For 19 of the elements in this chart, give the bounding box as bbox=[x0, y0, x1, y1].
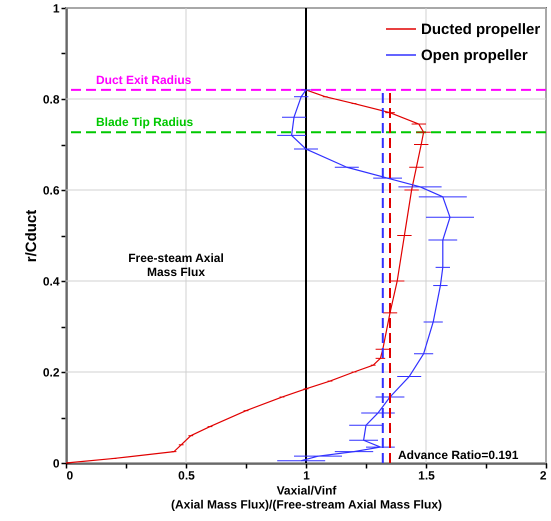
y-tick-label: 1 bbox=[52, 2, 60, 16]
y-tick-label: 0.8 bbox=[42, 92, 60, 106]
y-tick-label: 0.6 bbox=[42, 184, 60, 198]
ref-line-label: Duct Exit Radius bbox=[96, 72, 192, 87]
x-tick-label: 0.5 bbox=[178, 468, 196, 482]
legend-label: Open propeller bbox=[421, 47, 528, 64]
x-tick-label: 1 bbox=[303, 468, 310, 482]
y-tick-label: 0.2 bbox=[42, 366, 60, 380]
x-tick-label: 2 bbox=[540, 468, 547, 482]
y-tick-label: 0.4 bbox=[42, 274, 60, 288]
legend-label: Ducted propeller bbox=[421, 21, 540, 38]
x-tick-label: 0 bbox=[66, 468, 74, 482]
annotation: Advance Ratio=0.191 bbox=[398, 448, 519, 462]
y-tick-label: 0 bbox=[52, 456, 60, 470]
annotation: Free-steam Axial Mass Flux bbox=[128, 251, 224, 279]
ref-line-label: Blade Tip Radius bbox=[96, 115, 194, 130]
x-tick-label: 1.5 bbox=[418, 468, 436, 482]
y-axis-title: r/Cduct bbox=[22, 210, 40, 262]
x-axis-title: Vaxial/Vinf (Axial Mass Flux)/(Free-stream Axial Mass Flux) bbox=[171, 484, 442, 512]
